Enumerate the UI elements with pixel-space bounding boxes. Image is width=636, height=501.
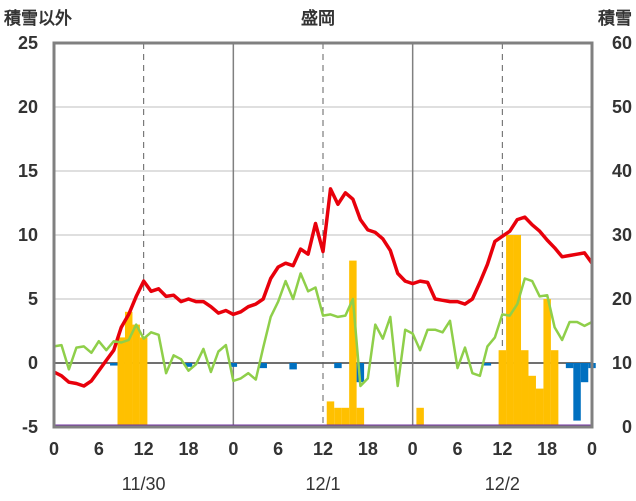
x-tick-label: 18 [358, 439, 378, 459]
x-tick-label: 6 [94, 439, 104, 459]
x-tick-label: 0 [49, 439, 59, 459]
snow-change-bar [565, 363, 574, 369]
snow-depth-bar [334, 407, 342, 427]
right-axis-title: 積雪 [598, 8, 632, 29]
series-line-green [53, 272, 593, 388]
right-y-tick-label: 20 [612, 289, 632, 309]
snow-depth-bar [543, 299, 551, 427]
snow-depth-bar [349, 260, 357, 427]
left-y-tick-label: 15 [18, 161, 38, 181]
snow-depth-bar [550, 350, 559, 427]
x-tick-label: 18 [178, 439, 198, 459]
plot-border [52, 41, 594, 429]
series-lines [53, 187, 594, 388]
x-tick-label: 12 [313, 439, 333, 459]
right-y-tick-label: 30 [612, 225, 632, 245]
plot-frame [52, 41, 594, 429]
x-tick-label: 12 [134, 439, 154, 459]
snow-change-bar [184, 363, 193, 367]
right-y-tick-label: 50 [612, 97, 632, 117]
x-tick-label: 6 [273, 439, 283, 459]
left-y-tick-label: 0 [28, 353, 38, 373]
x-tick-label: 6 [452, 439, 462, 459]
snow-change-bar [259, 363, 267, 369]
x-tick-label: 12 [492, 439, 512, 459]
right-y-tick-label: 0 [622, 417, 632, 437]
snow-depth-bar [132, 324, 140, 427]
right-y-tick-label: 60 [612, 33, 632, 53]
snow-depth-bar [124, 311, 133, 427]
snow-depth-bar [326, 401, 335, 427]
snow-change-bar [573, 363, 581, 421]
left-y-tick-label: -5 [22, 417, 38, 437]
snow-depth-bar [416, 407, 424, 427]
snow-change-bar [229, 363, 238, 367]
snow-depth-bar [528, 375, 536, 427]
x-tick-label: 0 [228, 439, 238, 459]
date-label: 12/1 [305, 474, 340, 494]
left-y-tick-label: 10 [18, 225, 38, 245]
date-label: 12/2 [485, 474, 520, 494]
left-y-tick-label: 25 [18, 33, 38, 53]
left-axis-title: 積雪以外 [4, 8, 72, 29]
series-line-red [53, 187, 594, 388]
date-label: 11/30 [122, 474, 166, 494]
left-y-tick-label: 5 [28, 289, 38, 309]
snow-change-bar [110, 363, 118, 366]
right-y-tick-label: 10 [612, 353, 632, 373]
snow-change-bar [334, 363, 342, 369]
left-y-tick-label: 20 [18, 97, 38, 117]
snow-depth-bar [341, 407, 350, 427]
x-tick-label: 18 [537, 439, 557, 459]
snow-depth-bar [521, 350, 529, 427]
x-tick-label: 0 [587, 439, 597, 459]
snow-depth-bar [356, 407, 365, 427]
snow-change-bar [580, 363, 589, 383]
snow-depth-bar [506, 235, 514, 427]
snow-depth-bar [535, 388, 544, 427]
snow-change-bar [289, 363, 297, 370]
chart-title: 盛岡 [301, 8, 335, 29]
right-y-tick-label: 40 [612, 161, 632, 181]
snow-depth-bar [498, 350, 507, 427]
x-tick-label: 0 [408, 439, 418, 459]
snow-change-bar [483, 363, 492, 366]
snow-depth-bar [513, 235, 522, 427]
snow-depth-bar [117, 337, 125, 427]
snow-bars [110, 235, 596, 427]
snow-depth-bar [139, 337, 148, 427]
